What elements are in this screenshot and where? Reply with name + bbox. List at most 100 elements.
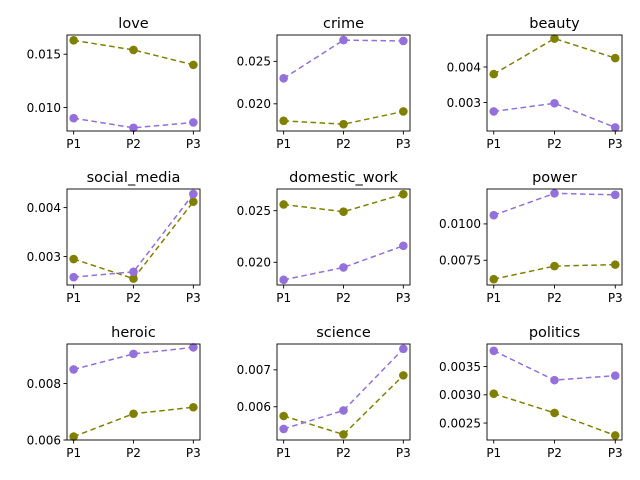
- data-point: [69, 272, 78, 282]
- x-tick-label: P2: [126, 291, 141, 305]
- subplot-title: domestic_work: [289, 170, 398, 186]
- x-tick-label: P2: [336, 446, 351, 460]
- data-point: [610, 190, 620, 200]
- data-point: [129, 409, 138, 419]
- data-point: [610, 53, 620, 63]
- axes-frame: [276, 34, 411, 132]
- series-line-1: [73, 346, 194, 371]
- data-point: [279, 411, 288, 421]
- series-line-0: [73, 39, 194, 66]
- subplot-title: love: [118, 16, 148, 32]
- data-point: [489, 346, 499, 356]
- data-point: [279, 74, 288, 83]
- y-tick-label: 0.0025: [439, 416, 481, 430]
- data-point: [610, 371, 620, 380]
- y-tick-label: 0.010: [27, 101, 61, 115]
- y-tick-label: 0.003: [27, 250, 61, 264]
- axes-frame: [66, 343, 201, 441]
- data-point: [550, 34, 559, 43]
- data-point: [189, 197, 198, 207]
- subplot-beauty: beauty P1 P2 P3 0.003 0.004: [447, 16, 623, 151]
- x-tick-label: P3: [396, 291, 411, 305]
- data-point: [399, 241, 408, 251]
- data-point: [399, 36, 408, 46]
- axes-frame: [486, 343, 623, 441]
- x-tick-label: P2: [126, 137, 141, 151]
- subplot-title: science: [316, 325, 371, 341]
- subplot-title: social_media: [87, 170, 181, 186]
- x-tick-label: P1: [66, 137, 81, 151]
- data-point: [610, 260, 620, 269]
- x-tick-label: P2: [336, 137, 351, 151]
- subplot-title: heroic: [111, 325, 156, 341]
- x-tick-label: P1: [276, 291, 291, 305]
- series-line-0: [283, 193, 404, 213]
- subplot-crime: crime P1 P2 P3 0.020 0.025: [237, 16, 411, 151]
- subplot-title: power: [532, 170, 577, 186]
- data-point: [550, 408, 559, 418]
- series-line-1: [283, 39, 404, 79]
- series-line-0: [283, 110, 404, 125]
- data-point: [129, 45, 138, 55]
- data-point: [339, 430, 348, 439]
- x-tick-label: P2: [547, 446, 562, 460]
- data-point: [339, 35, 348, 45]
- subplot-science: science P1 P2 P3 0.006 0.007: [237, 325, 411, 460]
- data-point: [550, 98, 559, 108]
- subplot-domestic-work: domestic_work P1 P2 P3 0.020 0.025: [237, 170, 411, 305]
- data-point: [489, 69, 499, 79]
- data-point: [339, 119, 348, 129]
- data-point: [189, 118, 198, 127]
- data-point: [69, 365, 78, 374]
- data-point: [279, 200, 288, 209]
- x-tick-label: P1: [276, 137, 291, 151]
- x-tick-label: P3: [608, 291, 623, 305]
- series-line-1: [73, 117, 194, 129]
- data-point: [189, 402, 198, 412]
- data-point: [129, 349, 138, 359]
- x-tick-label: P3: [186, 446, 201, 460]
- y-tick-label: 0.020: [237, 97, 271, 111]
- series-line-1: [493, 350, 616, 381]
- x-tick-label: P2: [547, 291, 562, 305]
- data-point: [279, 275, 288, 285]
- y-tick-label: 0.0075: [439, 254, 481, 268]
- data-point: [129, 274, 138, 283]
- y-tick-label: 0.008: [27, 377, 61, 391]
- data-point: [399, 344, 408, 354]
- series-line-1: [283, 245, 404, 281]
- y-tick-label: 0.006: [237, 400, 271, 414]
- y-tick-label: 0.015: [27, 48, 61, 62]
- data-point: [69, 254, 78, 264]
- data-point: [339, 263, 348, 272]
- series-line-0: [283, 374, 404, 436]
- data-point: [129, 267, 138, 277]
- y-tick-label: 0.025: [237, 55, 271, 69]
- data-point: [69, 432, 78, 441]
- data-point: [610, 123, 620, 132]
- y-tick-label: 0.003: [447, 96, 481, 110]
- subplot-social-media: social_media P1 P2 P3 0.003 0.004: [27, 170, 201, 305]
- y-tick-label: 0.025: [237, 204, 271, 218]
- y-tick-label: 0.0100: [439, 217, 481, 231]
- x-tick-label: P1: [276, 446, 291, 460]
- y-tick-label: 0.0030: [439, 388, 481, 402]
- data-point: [189, 343, 198, 352]
- data-point: [339, 207, 348, 217]
- x-tick-label: P2: [126, 446, 141, 460]
- data-point: [279, 116, 288, 126]
- series-line-1: [493, 102, 616, 129]
- series-line-0: [493, 37, 616, 75]
- series-line-1: [283, 348, 404, 430]
- subplot-politics: politics P1 P2 P3 0.0025 0.0030 0.0035: [439, 325, 623, 460]
- series-line-0: [493, 263, 616, 280]
- axes-frame: [486, 34, 623, 132]
- data-point: [489, 274, 499, 284]
- axes-frame: [486, 188, 623, 286]
- subplot-title: politics: [529, 325, 580, 341]
- data-point: [399, 189, 408, 199]
- x-tick-label: P3: [396, 137, 411, 151]
- x-tick-label: P2: [336, 291, 351, 305]
- data-point: [129, 123, 138, 133]
